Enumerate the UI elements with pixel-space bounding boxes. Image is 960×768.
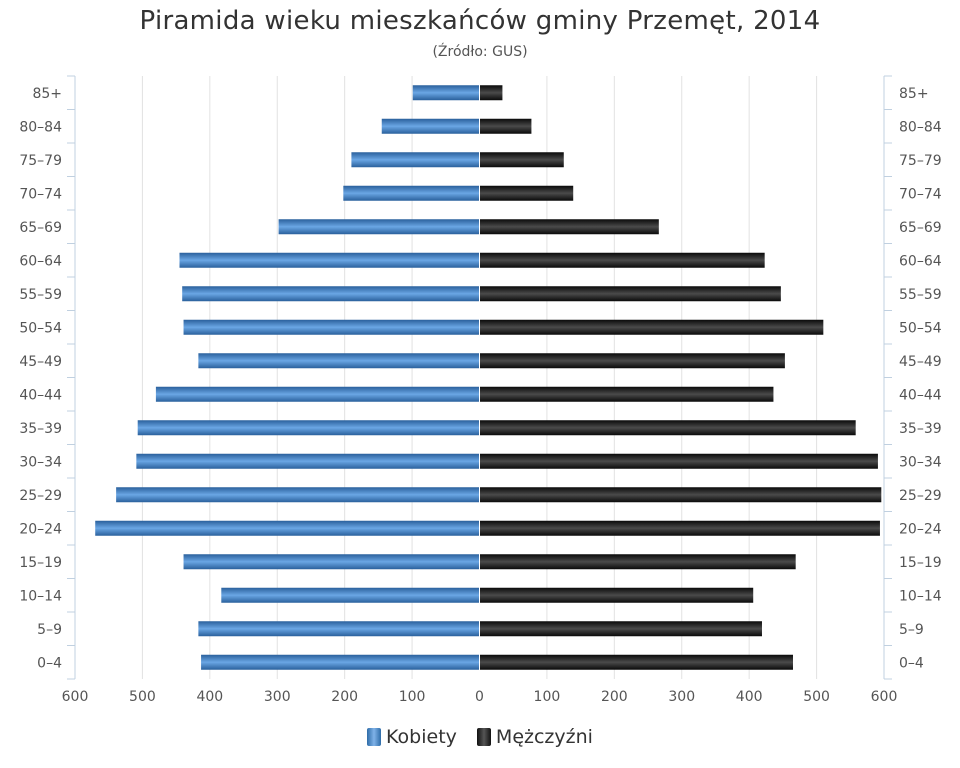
y-tick-label-right: 75–79	[899, 153, 942, 169]
bar-mezczyzni[interactable]	[479, 85, 503, 101]
y-tick-label-right: 65–69	[899, 220, 942, 236]
y-tick-label-left: 60–64	[19, 253, 62, 269]
y-tick-label-right: 85+	[899, 86, 929, 102]
y-tick-label-right: 20–24	[899, 521, 942, 537]
y-tick-label-left: 45–49	[19, 354, 62, 370]
bar-kobiety[interactable]	[136, 453, 480, 469]
y-tick-label-left: 35–39	[19, 421, 62, 437]
y-tick-label-right: 10–14	[899, 588, 942, 604]
bar-mezczyzni[interactable]	[479, 554, 796, 570]
y-tick-label-left: 80–84	[19, 119, 62, 135]
y-tick-label-left: 50–54	[19, 320, 62, 336]
y-tick-label-right: 5–9	[899, 622, 924, 638]
bar-kobiety[interactable]	[351, 152, 480, 168]
y-tick-label-right: 80–84	[899, 119, 942, 135]
y-tick-label-right: 25–29	[899, 488, 942, 504]
bar-kobiety[interactable]	[155, 386, 480, 402]
y-tick-label-right: 60–64	[899, 253, 942, 269]
x-tick-label: 0	[475, 689, 484, 705]
bar-mezczyzni[interactable]	[479, 520, 880, 536]
x-tick-label: 200	[601, 689, 628, 705]
bar-mezczyzni[interactable]	[479, 587, 754, 603]
chart-subtitle: (Źródło: GUS)	[432, 44, 528, 60]
y-tick-label-right: 0–4	[899, 655, 924, 671]
bar-mezczyzni[interactable]	[479, 453, 878, 469]
bar-kobiety[interactable]	[183, 554, 480, 570]
bar-mezczyzni[interactable]	[479, 286, 781, 302]
bar-kobiety[interactable]	[137, 420, 480, 436]
bar-kobiety[interactable]	[278, 219, 480, 235]
bar-kobiety[interactable]	[183, 319, 480, 335]
y-tick-label-left: 85+	[32, 86, 62, 102]
bar-kobiety[interactable]	[179, 252, 480, 268]
axes	[67, 75, 892, 680]
bar-kobiety[interactable]	[198, 353, 480, 369]
bar-mezczyzni[interactable]	[479, 420, 856, 436]
bar-kobiety[interactable]	[381, 118, 480, 134]
x-tick-label: 400	[736, 689, 763, 705]
chart-title: Piramida wieku mieszkańców gminy Przemęt…	[139, 6, 821, 36]
legend-label-kobiety: Kobiety	[386, 726, 457, 748]
y-tick-label-left: 25–29	[19, 488, 62, 504]
y-tick-label-left: 65–69	[19, 220, 62, 236]
x-tick-label: 100	[534, 689, 561, 705]
bar-mezczyzni[interactable]	[479, 185, 574, 201]
bar-mezczyzni[interactable]	[479, 252, 765, 268]
bar-kobiety[interactable]	[343, 185, 480, 201]
bar-mezczyzni[interactable]	[479, 353, 785, 369]
x-tick-label: 600	[62, 689, 89, 705]
y-tick-label-left: 55–59	[19, 287, 62, 303]
y-tick-label-left: 0–4	[37, 655, 62, 671]
bar-mezczyzni[interactable]	[479, 118, 532, 134]
legend-swatch-mezczyzni	[476, 728, 491, 746]
y-tick-label-left: 40–44	[19, 387, 62, 403]
y-tick-label-right: 55–59	[899, 287, 942, 303]
y-tick-label-right: 70–74	[899, 186, 942, 202]
bar-mezczyzni[interactable]	[479, 654, 793, 670]
y-tick-label-left: 30–34	[19, 454, 62, 470]
bar-mezczyzni[interactable]	[479, 319, 824, 335]
bar-mezczyzni[interactable]	[479, 487, 882, 503]
x-tick-label: 400	[196, 689, 223, 705]
y-tick-label-left: 5–9	[37, 622, 62, 638]
y-tick-label-left: 15–19	[19, 555, 62, 571]
y-tick-label-left: 75–79	[19, 153, 62, 169]
x-tick-label: 500	[803, 689, 830, 705]
y-tick-label-left: 20–24	[19, 521, 62, 537]
y-tick-label-right: 40–44	[899, 387, 942, 403]
bar-kobiety[interactable]	[412, 85, 480, 101]
legend-item-mezczyzni[interactable]: Mężczyźni	[476, 726, 593, 748]
y-tick-label-right: 50–54	[899, 320, 942, 336]
y-tick-label-right: 30–34	[899, 454, 942, 470]
bar-mezczyzni[interactable]	[479, 386, 774, 402]
legend-item-kobiety[interactable]: Kobiety	[367, 726, 457, 748]
bar-mezczyzni[interactable]	[479, 152, 564, 168]
legend-label-mezczyzni: Mężczyźni	[495, 726, 593, 748]
y-tick-label-right: 45–49	[899, 354, 942, 370]
bar-kobiety[interactable]	[182, 286, 480, 302]
x-tick-label: 500	[129, 689, 156, 705]
y-tick-label-right: 35–39	[899, 421, 942, 437]
bar-mezczyzni[interactable]	[479, 219, 659, 235]
tick-labels: 600 500 400 300 200 100 0 100 200 300 400 500 600 85+…	[19, 86, 941, 705]
x-tick-label: 200	[331, 689, 358, 705]
legend: Kobiety Mężczyźni	[0, 722, 960, 752]
bar-kobiety[interactable]	[95, 520, 480, 536]
x-tick-label: 600	[871, 689, 898, 705]
bar-mezczyzni[interactable]	[479, 621, 762, 637]
y-tick-label-right: 15–19	[899, 555, 942, 571]
y-tick-label-left: 70–74	[19, 186, 62, 202]
bar-kobiety[interactable]	[198, 621, 480, 637]
x-tick-label: 300	[264, 689, 291, 705]
y-tick-label-left: 10–14	[19, 588, 62, 604]
bar-kobiety[interactable]	[116, 487, 480, 503]
x-tick-label: 300	[668, 689, 695, 705]
bar-kobiety[interactable]	[201, 654, 480, 670]
legend-swatch-kobiety	[367, 728, 382, 746]
bar-kobiety[interactable]	[221, 587, 480, 603]
x-tick-label: 100	[399, 689, 426, 705]
bars	[95, 76, 882, 679]
